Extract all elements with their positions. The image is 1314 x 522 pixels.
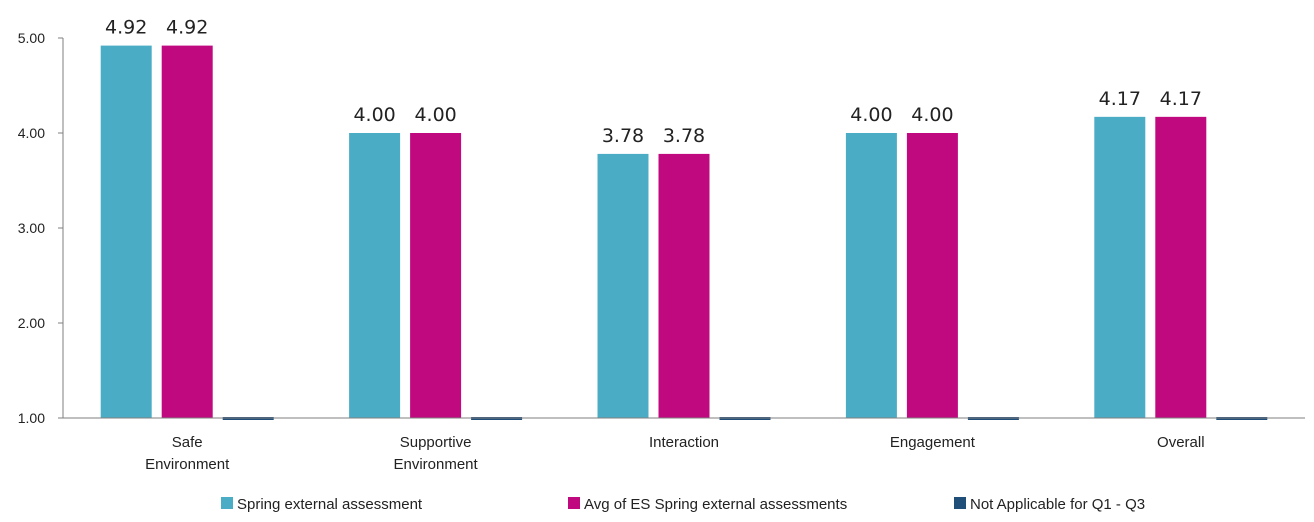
data-label-1-5: 4.17 [1099, 88, 1141, 110]
data-label-1-3: 3.78 [602, 125, 644, 147]
y-tick-label-1: 1.00 [18, 410, 45, 426]
y-tick-label-4: 4.00 [18, 125, 45, 141]
bar-2-1 [161, 45, 213, 418]
data-label-1-1: 4.92 [105, 17, 147, 39]
legend-label-2: Avg of ES Spring external assessments [584, 496, 847, 513]
bar-2-5 [1155, 116, 1207, 418]
legend-label-1: Spring external assessment [237, 496, 423, 513]
category-label-4-1: Engagement [890, 434, 976, 451]
y-tick-labels-group: 1.00 2.00 3.00 4.00 5.00 [18, 30, 45, 426]
bars-group [100, 45, 1268, 420]
y-tick-label-2: 2.00 [18, 315, 45, 331]
bar-2-2 [410, 133, 462, 418]
data-label-2-1: 4.92 [166, 17, 208, 39]
bar-1-5 [1094, 116, 1146, 418]
y-tick-label-5: 5.00 [18, 30, 45, 46]
data-label-2-5: 4.17 [1160, 88, 1202, 110]
category-label-1-2: Environment [145, 456, 230, 473]
axes-group [58, 37, 1305, 419]
category-label-3-1: Interaction [649, 434, 719, 451]
data-labels-group: 4.92 4.92 4.00 4.00 3.78 3.78 4.00 4.00 4.17 4.17 [105, 17, 1202, 147]
data-label-2-4: 4.00 [911, 104, 953, 126]
bar-1-4 [845, 133, 897, 418]
bar-1-2 [349, 133, 401, 418]
data-label-2-3: 3.78 [663, 125, 705, 147]
category-label-2-1: Supportive [400, 434, 472, 451]
bar-1-1 [100, 45, 152, 418]
legend-swatch-2 [568, 497, 580, 509]
legend-swatch-1 [221, 497, 233, 509]
data-label-1-2: 4.00 [353, 104, 395, 126]
category-label-1-1: Safe [172, 434, 203, 451]
legend-label-3: Not Applicable for Q1 - Q3 [970, 496, 1145, 513]
bar-2-4 [906, 133, 958, 418]
legend-swatch-3 [954, 497, 966, 509]
data-label-1-4: 4.00 [850, 104, 892, 126]
y-tick-label-3: 3.00 [18, 220, 45, 236]
legend: Spring external assessment Avg of ES Spri… [221, 496, 1145, 513]
category-label-2-2: Environment [393, 456, 478, 473]
bar-1-3 [597, 153, 649, 418]
category-labels-group: Safe Environment Supportive Environment Inte… [145, 434, 1204, 473]
category-label-5-1: Overall [1157, 434, 1205, 451]
data-label-2-2: 4.00 [414, 104, 456, 126]
bar-2-3 [658, 153, 710, 418]
